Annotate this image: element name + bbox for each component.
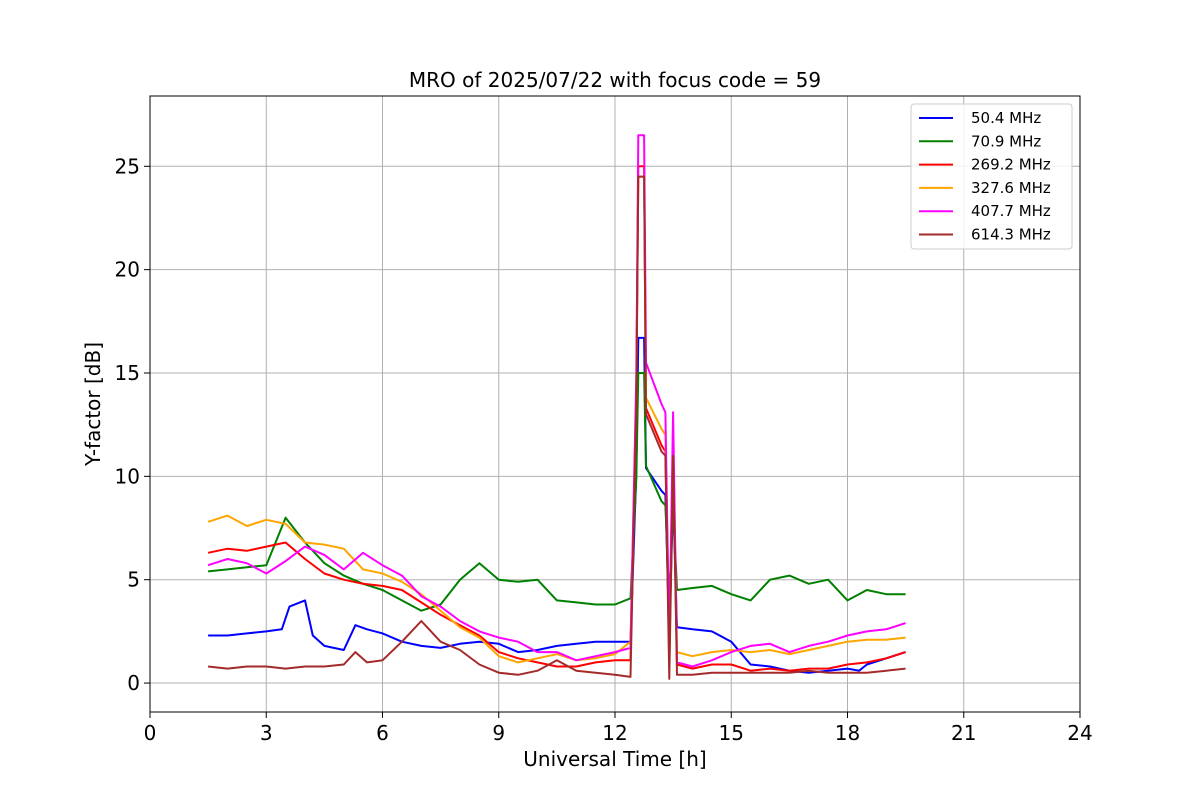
legend-label: 269.2 MHz — [971, 156, 1051, 174]
y-tick-label: 0 — [127, 671, 140, 695]
x-tick-label: 0 — [144, 721, 157, 745]
y-tick-label: 10 — [115, 464, 140, 488]
legend-box — [910, 103, 1073, 250]
x-tick-label: 3 — [260, 721, 273, 745]
legend-label: 614.3 MHz — [971, 226, 1051, 244]
x-axis: 0 3 6 9 12 15 18 21 24 — [144, 712, 1093, 745]
series-lines — [207, 134, 906, 680]
series-line-3 — [207, 175, 906, 664]
legend-label: 70.9 MHz — [971, 132, 1041, 150]
chart-title: MRO of 2025/07/22 with focus code = 59 — [409, 68, 821, 92]
x-tick-label: 15 — [719, 721, 744, 745]
x-axis-title: Universal Time [h] — [523, 747, 706, 771]
x-tick-label: 6 — [376, 721, 389, 745]
x-tick-label: 24 — [1067, 721, 1092, 745]
legend: 50.4 MHz 70.9 MHz 269.2 MHz 327.6 MHz 407.7… — [910, 103, 1073, 250]
y-tick-label: 5 — [127, 568, 140, 592]
y-tick-label: 20 — [115, 258, 140, 282]
series-line-4 — [207, 134, 906, 668]
series-line-0 — [208, 336, 906, 674]
legend-label: 407.7 MHz — [971, 202, 1051, 220]
legend-entries: 50.4 MHz 70.9 MHz 269.2 MHz 327.6 MHz 407.7… — [919, 109, 1051, 244]
x-tick-label: 12 — [602, 721, 627, 745]
series-line-5 — [207, 175, 906, 680]
legend-label: 327.6 MHz — [971, 179, 1051, 197]
y-tick-label: 15 — [115, 361, 140, 385]
x-tick-label: 18 — [835, 721, 860, 745]
x-tick-label: 9 — [492, 721, 505, 745]
y-tick-label: 25 — [115, 154, 140, 178]
y-axis: 0 5 10 15 20 25 — [115, 154, 150, 695]
series-line-1 — [207, 372, 906, 612]
y-axis-title: Y-factor [dB] — [81, 342, 105, 467]
legend-label: 50.4 MHz — [971, 109, 1041, 127]
series-line-2 — [207, 165, 906, 672]
x-tick-label: 21 — [951, 721, 976, 745]
